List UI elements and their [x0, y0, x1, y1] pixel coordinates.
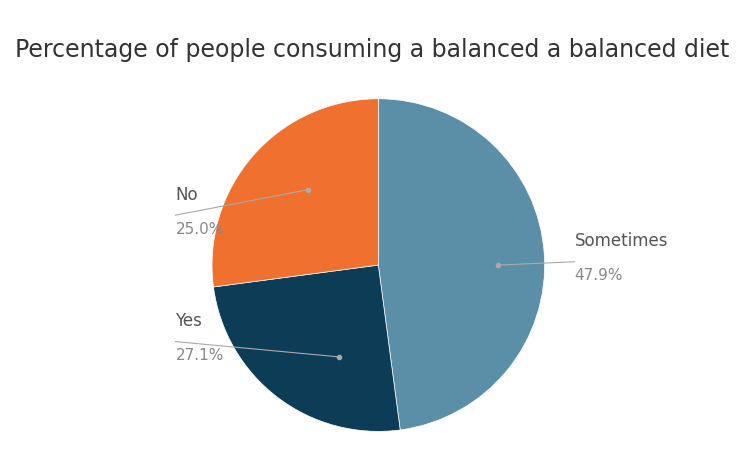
Text: Percentage of people consuming a balanced a balanced diet: Percentage of people consuming a balance… [15, 38, 729, 62]
Wedge shape [214, 265, 400, 432]
Text: 47.9%: 47.9% [574, 269, 623, 283]
Text: 25.0%: 25.0% [176, 222, 223, 237]
Wedge shape [378, 99, 544, 430]
Text: No: No [176, 186, 198, 204]
Wedge shape [212, 99, 378, 287]
Text: 27.1%: 27.1% [176, 348, 223, 363]
Text: Yes: Yes [176, 312, 202, 330]
Text: Sometimes: Sometimes [574, 232, 668, 250]
